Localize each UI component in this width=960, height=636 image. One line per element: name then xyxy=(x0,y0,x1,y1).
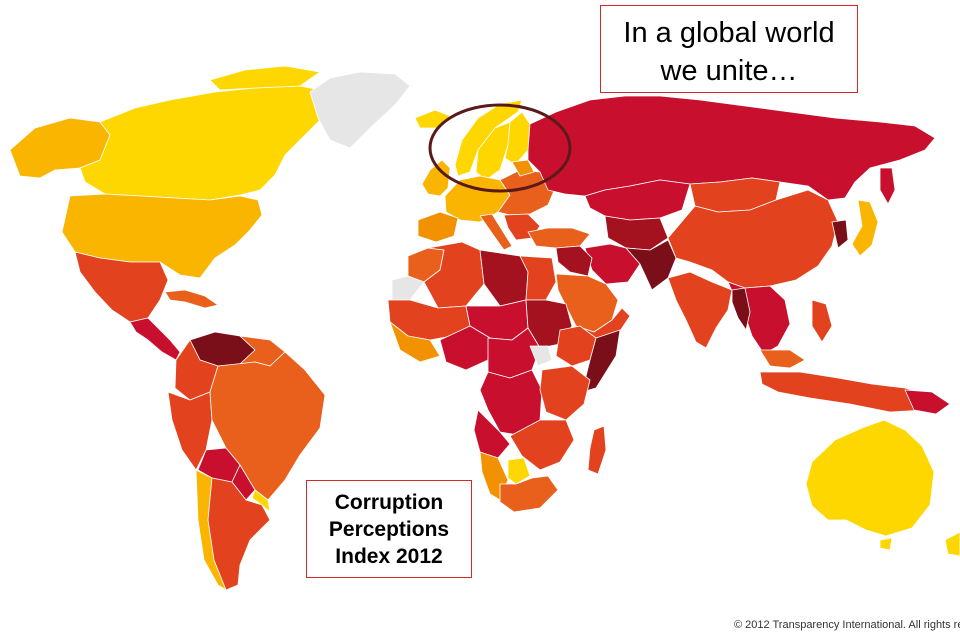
region-tasmania xyxy=(879,537,893,551)
region-indonesia xyxy=(759,371,931,413)
region-somalia xyxy=(581,329,621,393)
region-iceland xyxy=(414,109,451,129)
title-line-2: we unite… xyxy=(660,55,798,87)
region-mexico xyxy=(74,251,169,323)
region-afghanistan-pakistan xyxy=(625,239,677,291)
region-new-zealand xyxy=(944,531,960,557)
scandinavia-highlight-ellipse xyxy=(428,103,572,193)
region-western-sahara xyxy=(391,275,425,301)
region-russia xyxy=(527,95,936,201)
region-baltics xyxy=(511,159,535,177)
region-india xyxy=(667,271,733,349)
region-greenland xyxy=(309,71,411,149)
region-sweden xyxy=(475,121,511,181)
region-madagascar xyxy=(587,425,607,475)
index-label-callout: Corruption Perceptions Index 2012 xyxy=(306,480,472,578)
region-malaysia xyxy=(759,349,806,369)
region-turkey xyxy=(527,227,591,249)
region-finland xyxy=(504,111,531,166)
region-west-coast xyxy=(389,321,441,363)
region-south-sudan xyxy=(529,345,553,367)
region-philippines xyxy=(811,299,833,343)
region-japan xyxy=(851,199,879,257)
region-western-europe xyxy=(444,175,511,223)
copyright-notice: © 2012 Transparency International. All r… xyxy=(734,619,960,631)
region-australia xyxy=(805,419,935,537)
index-label-line-2: Perceptions xyxy=(328,518,450,541)
region-iran xyxy=(584,243,641,285)
region-canadian-arctic xyxy=(209,65,321,91)
region-png xyxy=(904,389,951,415)
region-korea xyxy=(831,219,849,249)
region-uruguay xyxy=(251,489,271,513)
region-norway xyxy=(454,99,523,177)
region-south-africa xyxy=(499,475,559,513)
region-uk-ireland xyxy=(421,159,451,197)
region-botswana xyxy=(507,457,531,485)
index-label-line-3: Index 2012 xyxy=(335,545,443,568)
title-callout: In a global world we unite… xyxy=(600,5,858,93)
region-kazakhstan xyxy=(584,179,691,221)
region-central-asia xyxy=(604,215,669,251)
region-myanmar xyxy=(731,287,751,331)
region-italy xyxy=(479,213,513,251)
region-kamchatka xyxy=(879,167,896,205)
index-label-line-1: Corruption xyxy=(334,491,444,514)
region-zambia-moz xyxy=(509,419,575,471)
region-china xyxy=(667,189,839,289)
region-east-africa xyxy=(539,365,591,421)
region-canada xyxy=(79,85,341,201)
title-line-1: In a global world xyxy=(623,17,835,49)
region-iberia xyxy=(417,211,459,243)
region-caribbean xyxy=(164,289,219,309)
region-central-america xyxy=(129,317,181,361)
region-argentina xyxy=(207,477,271,591)
